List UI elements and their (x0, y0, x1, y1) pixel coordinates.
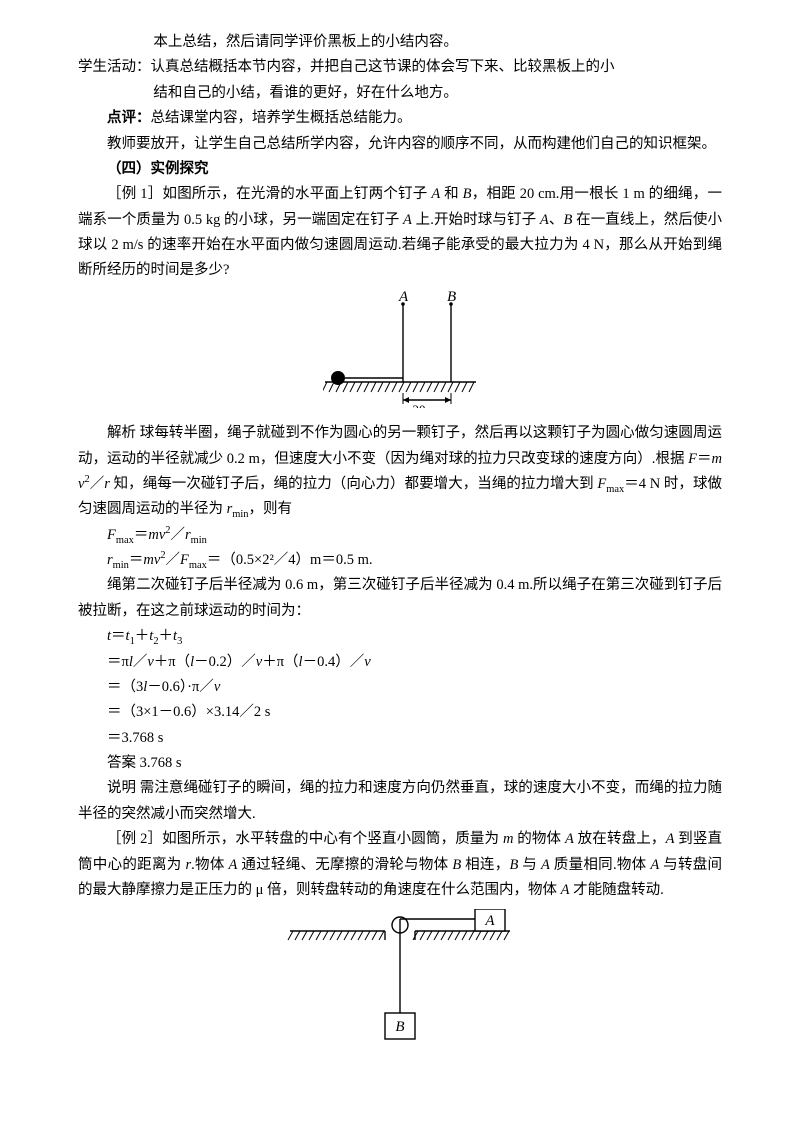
e2-frag: 放在转盘上， (574, 831, 666, 847)
var-A: A (403, 212, 412, 228)
sol-frag: ／ (90, 476, 105, 492)
time-sum-line: t＝t1＋t2＋t3 (78, 624, 722, 649)
eq-frag: －0.4）／ (303, 654, 365, 670)
solution-para-2: 绳第二次碰钉子后半径减为 0.6 m，第三次碰钉子后半径减为 0.4 m.所以绳… (78, 573, 722, 624)
eq-frag: ＝π (107, 654, 129, 670)
var-v: v (364, 654, 370, 670)
figure-1-svg: A B 20cm (323, 290, 478, 408)
eq-frag: ＋π（ (154, 654, 190, 670)
eq-frag: ＝（0.5×2²／4）m＝0.5 m. (207, 552, 373, 568)
line-continue-1: 本上总结，然后请同学评价黑板上的小结内容。 (78, 30, 722, 55)
svg-text:B: B (447, 290, 456, 305)
figure-2-svg: A B (285, 909, 515, 1043)
eq-frag: －0.6）·π／ (147, 679, 214, 695)
review-text: 总结课堂内容，培养学生概括总结能力。 (151, 110, 412, 126)
e1-frag: 、 (549, 212, 564, 228)
sub-max: max (189, 560, 207, 571)
sub-max: max (116, 535, 134, 546)
example1-text: ［例 1］如图所示，在光滑的水平面上钉两个钉子 A 和 B，相距 20 cm.用… (78, 182, 722, 284)
var-A: A (541, 857, 550, 873)
teacher-note: 教师要放开，让学生自己总结所学内容，允许内容的顺序不同，从而构建他们自己的知识框… (78, 132, 722, 157)
sub-min: min (113, 560, 129, 571)
answer-line: 答案 3.768 s (78, 751, 722, 776)
var-mv: mv (148, 527, 165, 543)
var-m: m (503, 831, 513, 847)
review-line: 点评：总结课堂内容，培养学生概括总结能力。 (78, 106, 722, 131)
e2-frag: 质量相同.物体 (550, 857, 651, 873)
equation-1: Fmax＝mv2／rmin (78, 523, 722, 548)
time-line-4: ＝3.768 s (78, 726, 722, 751)
svg-text:A: A (484, 913, 495, 929)
figure-2: A B (78, 909, 722, 1052)
svg-text:B: B (395, 1019, 404, 1035)
var-A: A (431, 186, 440, 202)
equation-2: rmin＝mv2／Fmax＝（0.5×2²／4）m＝0.5 m. (78, 548, 722, 573)
sol-frag: 解析 球每转半圈，绳子就碰到不作为圆心的另一颗钉子，然后再以这颗钉子为圆心做匀速… (78, 425, 722, 466)
var-F: F (107, 527, 116, 543)
sub-min: min (232, 509, 248, 520)
e2-frag: 相连， (461, 857, 509, 873)
eq-frag: ＝（3 (107, 679, 143, 695)
eq-frag: ＝ (129, 552, 144, 568)
e2-frag: ［例 2］如图所示，水平转盘的中心有个竖直小圆筒，质量为 (107, 831, 503, 847)
eq-frag: －0.2）／ (194, 654, 256, 670)
eq-frag: ／ (166, 552, 181, 568)
var-F: F (180, 552, 189, 568)
var-A: A (565, 831, 574, 847)
eq-frag: ＝ (134, 527, 149, 543)
solution-para-1: 解析 球每转半圈，绳子就碰到不作为圆心的另一颗钉子，然后再以这颗钉子为圆心做匀速… (78, 421, 722, 523)
student-activity-l2: 结和自己的小结，看谁的更好，好在什么地方。 (78, 81, 722, 106)
e2-frag: .物体 (191, 857, 228, 873)
var-A: A (650, 857, 659, 873)
e2-frag: 才能随盘转动. (570, 882, 664, 898)
review-label: 点评： (107, 110, 151, 126)
sub-min: min (191, 535, 207, 546)
time-line-3: ＝（3×1－0.6）×3.14／2 s (78, 700, 722, 725)
eq-frag: ＋ (135, 628, 150, 644)
eq-frag: ＋π（ (262, 654, 298, 670)
eq-frag: ＝ (111, 628, 126, 644)
sol-frag: 知，绳每一次碰钉子后，绳的拉力（向心力）都要增大，当绳的拉力增大到 (110, 476, 597, 492)
e1-frag: 和 (440, 186, 462, 202)
e2-frag: 的物体 (513, 831, 565, 847)
var-F: F (597, 476, 606, 492)
student-activity-l1: 学生活动：认真总结概括本节内容，并把自己这节课的体会写下来、比较黑板上的小 (78, 55, 722, 80)
figure-1: A B 20cm (78, 290, 722, 417)
e1-frag: 上.开始时球与钉子 (412, 212, 540, 228)
sol-frag: ＝ (697, 451, 712, 467)
sub-3: 3 (177, 636, 182, 647)
e1-frag: ［例 1］如图所示，在光滑的水平面上钉两个钉子 (107, 186, 431, 202)
time-line-2: ＝（3l－0.6）·π／v (78, 675, 722, 700)
sol-frag: ，则有 (249, 501, 293, 517)
eq-frag: ／ (133, 654, 148, 670)
var-A: A (540, 212, 549, 228)
var-mv: mv (143, 552, 160, 568)
sub-max: max (606, 484, 624, 495)
svg-text:20cm: 20cm (412, 402, 441, 408)
section-heading: （四）实例探究 (78, 157, 722, 182)
eq-frag: ＋ (159, 628, 174, 644)
svg-text:A: A (398, 290, 409, 305)
eq-frag: ／ (170, 527, 185, 543)
var-B: B (463, 186, 472, 202)
var-B: B (452, 857, 461, 873)
e2-frag: 通过轻绳、无摩擦的滑轮与物体 (237, 857, 452, 873)
example2-text: ［例 2］如图所示，水平转盘的中心有个竖直小圆筒，质量为 m 的物体 A 放在转… (78, 827, 722, 903)
var-v: v (214, 679, 220, 695)
e2-frag: 与 (518, 857, 541, 873)
page: 本上总结，然后请同学评价黑板上的小结内容。 学生活动：认真总结概括本节内容，并把… (0, 0, 800, 1132)
note-line: 说明 需注意绳碰钉子的瞬间，绳的拉力和速度方向仍然垂直，球的速度大小不变，而绳的… (78, 776, 722, 827)
var-F: F (688, 451, 697, 467)
var-A: A (561, 882, 570, 898)
time-line-1: ＝πl／v＋π（l－0.2）／v＋π（l－0.4）／v (78, 650, 722, 675)
